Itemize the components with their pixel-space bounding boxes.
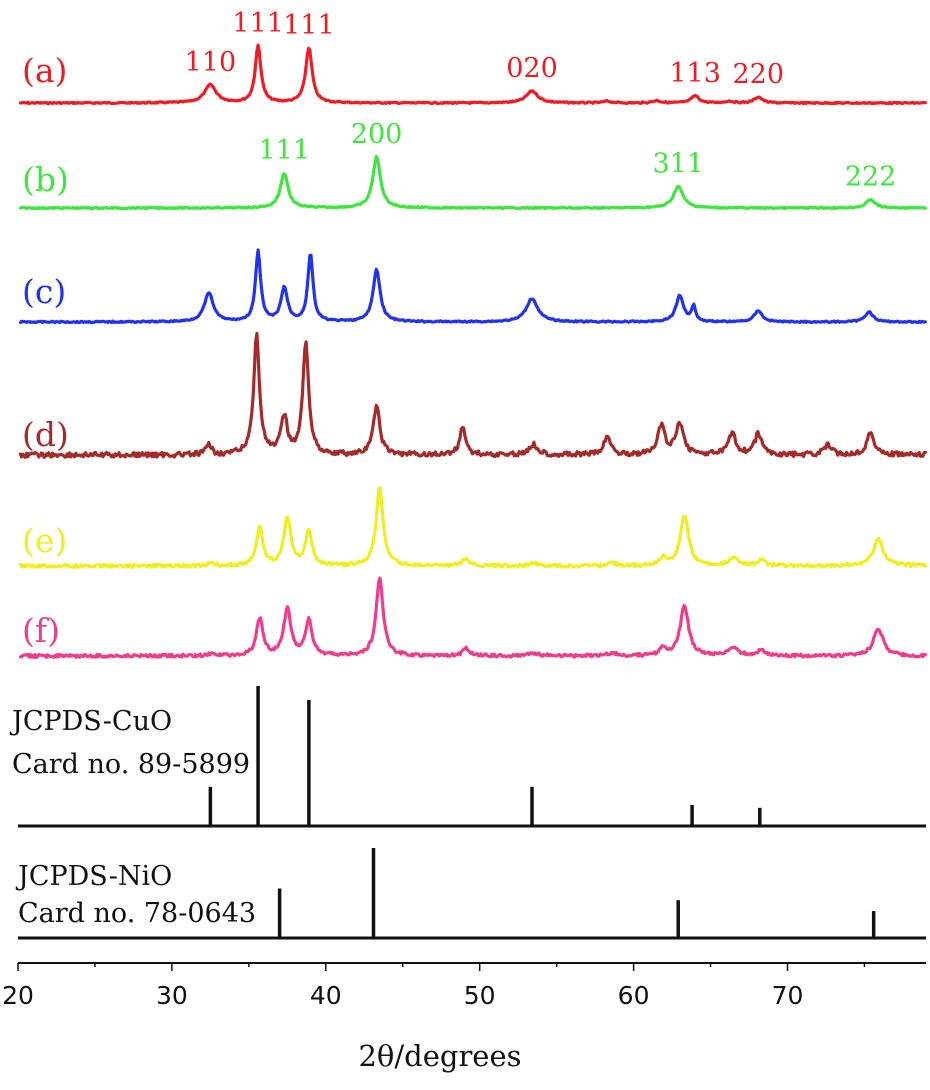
trace-4: (d) <box>18 331 927 459</box>
x-tick-label: 70 <box>772 981 804 1010</box>
trace-line <box>18 43 927 106</box>
trace-line <box>18 486 927 569</box>
trace-6: (f) <box>18 576 927 659</box>
peak-label: 111 <box>258 135 310 166</box>
trace-line <box>18 331 927 459</box>
x-tick-label: 40 <box>310 981 342 1010</box>
x-axis: 20 30 40 50 60 70 <box>2 962 926 1010</box>
trace-line <box>18 576 927 659</box>
x-axis-label: 2θ/degrees <box>358 1039 521 1073</box>
x-tick-label: 60 <box>618 981 650 1010</box>
peak-label: 311 <box>652 148 704 179</box>
x-tick-label: 30 <box>156 981 188 1010</box>
trace-label: (e) <box>22 521 67 560</box>
trace-3: (c) <box>18 248 927 325</box>
trace-5: (e) <box>18 486 927 569</box>
trace-label: (f) <box>22 611 60 650</box>
reference-card: Card no. 78-0643 <box>18 898 256 929</box>
reference-1: JCPDS-CuO Card no. 89-5899 <box>9 686 926 828</box>
peak-label: 111 <box>232 8 284 39</box>
reference-name: JCPDS-CuO <box>9 706 172 737</box>
trace-line <box>18 248 927 325</box>
trace-2: (b) 111 200 311 222 <box>18 119 927 211</box>
reference-2: JCPDS-NiO Card no. 78-0643 <box>15 848 926 940</box>
trace-label: (b) <box>22 160 69 199</box>
x-tick-label: 50 <box>464 981 496 1010</box>
trace-label: (a) <box>22 51 67 90</box>
reference-patterns: JCPDS-CuO Card no. 89-5899 JCPDS-NiO Card n… <box>9 686 926 940</box>
trace-1: (a) 110 111 111 020 113 220 <box>18 8 927 106</box>
peak-label: 020 <box>506 53 558 84</box>
peak-label: 113 <box>669 58 721 89</box>
reference-name: JCPDS-NiO <box>15 861 172 892</box>
peak-label: 220 <box>732 59 784 90</box>
reference-card: Card no. 89-5899 <box>12 749 250 780</box>
peak-label: 110 <box>185 47 237 78</box>
trace-label: (c) <box>22 272 66 311</box>
peak-label: 200 <box>351 119 403 150</box>
trace-label: (d) <box>22 415 69 454</box>
x-tick-label: 20 <box>2 981 34 1010</box>
peak-label: 222 <box>845 162 897 193</box>
peak-label: 111 <box>283 10 335 41</box>
trace-line <box>18 154 927 211</box>
